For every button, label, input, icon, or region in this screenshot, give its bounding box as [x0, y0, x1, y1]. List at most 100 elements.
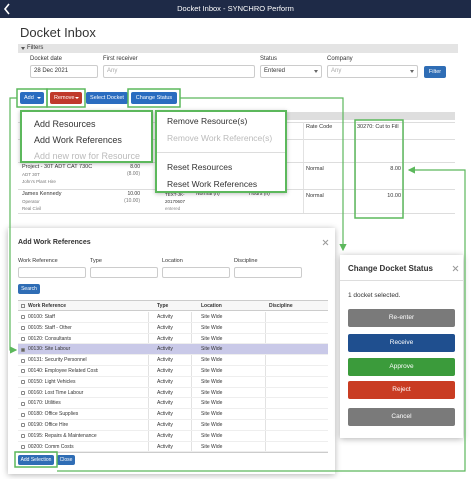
rate-code: Normal — [306, 193, 324, 199]
menu-item[interactable]: Remove Resource(s) — [167, 116, 248, 126]
row-checkbox[interactable] — [21, 412, 25, 417]
row-checkbox[interactable] — [21, 423, 25, 428]
result-row[interactable]: 00130: Site Labour Activity Site Wide — [18, 344, 328, 356]
cell-text: 00105: Staff - Other — [28, 324, 72, 331]
menu-item[interactable]: Reset Work References — [167, 179, 258, 189]
cell-text: Site Wide — [201, 411, 223, 418]
filter-input[interactable]: Any — [103, 65, 255, 78]
row-checkbox[interactable] — [21, 358, 25, 363]
status-button[interactable]: Reject — [348, 381, 455, 399]
cell-text: Site Wide — [201, 432, 223, 439]
menu-separator — [157, 152, 285, 153]
row-checkbox[interactable] — [21, 369, 25, 374]
docket-text: 20170607 — [165, 199, 186, 204]
result-row[interactable]: 00131: Security Personnel Activity Site Wi… — [18, 355, 328, 366]
filter-button[interactable]: Filter — [424, 66, 446, 78]
docket-text: entered — [165, 206, 181, 211]
status-button[interactable]: Re-enter — [348, 309, 455, 327]
page-title: Docket Inbox — [20, 25, 96, 40]
cell-text: Site Wide — [201, 378, 223, 385]
filters-caret — [21, 47, 25, 50]
filter-label: Company — [327, 56, 353, 62]
result-row[interactable]: 00160: Lost Time Labour Activity Site Wide — [18, 388, 328, 399]
filters-label[interactable]: Filters — [27, 45, 44, 51]
field-input[interactable] — [90, 267, 158, 278]
field-input[interactable] — [18, 267, 86, 278]
resource-text: James Kennedy — [22, 191, 62, 197]
close-icon[interactable] — [322, 237, 330, 249]
top-bar — [0, 0, 471, 18]
quantity-text: (10.00) — [124, 198, 140, 204]
result-row[interactable]: 00105: Staff - Other Activity Site Wide — [18, 323, 328, 334]
header-checkbox[interactable] — [21, 304, 25, 308]
result-row[interactable]: 00150: Light Vehicles Activity Site Wide — [18, 377, 328, 388]
row-checkbox[interactable] — [21, 434, 25, 439]
filter-input[interactable]: 28 Dec 2021 — [30, 65, 98, 78]
cut-to-fill: 10.00 — [387, 193, 401, 199]
status-button[interactable]: Receive — [348, 334, 455, 352]
cell-text: 00140: Employee Related Costs — [28, 368, 98, 374]
filter-label: First receiver — [103, 56, 138, 62]
close-button[interactable]: Close — [57, 455, 75, 465]
cell-text: 00160: Lost Time Labour — [28, 389, 84, 396]
filter-input[interactable]: Any — [327, 65, 418, 78]
filters-bar — [18, 44, 458, 53]
result-row[interactable]: 00170: Utilities Activity Site Wide — [18, 398, 328, 410]
status-button[interactable]: Cancel — [348, 408, 455, 426]
add-menu: Add Resources Add Work References Add new … — [20, 110, 153, 163]
modal-close[interactable] — [322, 237, 330, 249]
cell-text: Site Wide — [201, 443, 223, 450]
cell-text: Site Wide — [201, 389, 223, 396]
menu-item[interactable]: Reset Resources — [167, 162, 233, 172]
row-checkbox[interactable] — [21, 336, 25, 341]
field-label: Location — [162, 258, 183, 264]
dropdown-caret — [314, 70, 318, 73]
toolbar-button[interactable]: Change Status — [131, 92, 177, 104]
status-button[interactable]: Approve — [348, 358, 455, 376]
menu-item[interactable]: Add Work References — [34, 135, 122, 145]
cell-text: 00180: Office Supplies — [28, 411, 79, 418]
modal-close[interactable] — [452, 264, 460, 274]
toolbar-button[interactable]: Select Docket — [86, 92, 128, 104]
resource-text: Real Civil — [22, 206, 42, 211]
filter-input[interactable]: Entered — [260, 65, 322, 78]
result-row[interactable]: 00180: Office Supplies Activity Site Wide — [18, 409, 328, 420]
result-row[interactable]: 00120: Consultants Activity Site Wide — [18, 334, 328, 345]
result-row[interactable]: 00140: Employee Related Costs Activity Sit… — [18, 366, 328, 377]
cell-text: Site Wide — [201, 357, 223, 364]
result-row[interactable]: 00195: Repairs & Maintenance Activity Site… — [18, 431, 328, 442]
result-row[interactable]: 00200: Comm Costs Activity Site Wide — [18, 442, 328, 452]
result-row[interactable]: 00190: Office Hire Activity Site Wide — [18, 420, 328, 431]
column-header: 30270: Cut to Fill — [357, 124, 399, 130]
row-checkbox[interactable] — [21, 347, 25, 352]
menu-item: Add new row for Resource — [34, 151, 141, 161]
add-selection-button[interactable]: Add Selection — [18, 455, 54, 465]
cell-text: 00170: Utilities — [28, 400, 61, 407]
status-message: 1 docket selected. — [348, 292, 401, 299]
quantity-text: (8.00) — [126, 171, 140, 177]
field-input[interactable] — [162, 267, 230, 278]
cell-text: Site Wide — [201, 335, 223, 342]
close-icon[interactable] — [452, 264, 460, 274]
work-references-modal: Add Work References Work Reference Type Loc… — [8, 228, 335, 474]
row-checkbox[interactable] — [21, 444, 25, 449]
quantity-text: 8.00 — [130, 164, 140, 170]
filter-label: Docket date — [30, 56, 63, 62]
menu-item: Remove Work Reference(s) — [167, 133, 273, 143]
field-input[interactable] — [234, 267, 302, 278]
row-checkbox[interactable] — [21, 401, 25, 406]
column-header: Discipline — [269, 303, 293, 309]
row-checkbox[interactable] — [21, 315, 25, 320]
button-caret — [75, 97, 79, 99]
row-checkbox[interactable] — [21, 380, 25, 385]
row-checkbox[interactable] — [21, 326, 25, 331]
cell-text: 00195: Repairs & Maintenance — [28, 432, 97, 439]
result-row[interactable]: 00100: Staff Activity Site Wide — [18, 312, 328, 323]
resource-text: Project - 30T ADT CAT 730C — [22, 164, 93, 170]
menu-item[interactable]: Add Resources — [34, 119, 96, 129]
row-checkbox[interactable] — [21, 390, 25, 395]
column-header: Location — [201, 303, 222, 309]
search-button[interactable]: Search — [18, 284, 40, 294]
field-label: Discipline — [234, 258, 258, 264]
